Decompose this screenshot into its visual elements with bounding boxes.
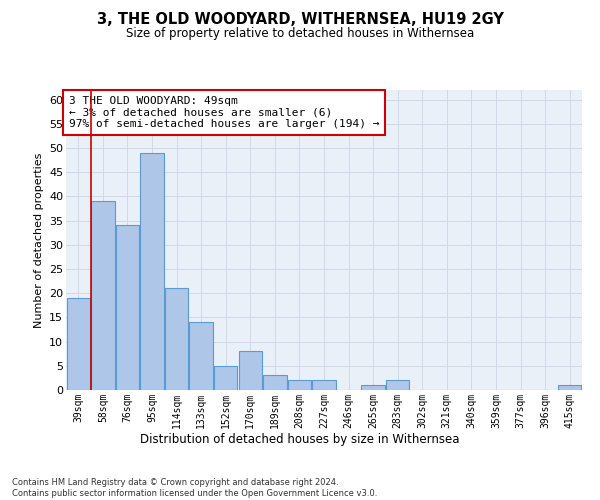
Text: 3 THE OLD WOODYARD: 49sqm
← 3% of detached houses are smaller (6)
97% of semi-de: 3 THE OLD WOODYARD: 49sqm ← 3% of detach… (68, 96, 379, 129)
Bar (263, 376, 287, 390)
Text: Size of property relative to detached houses in Withernsea: Size of property relative to detached ho… (126, 28, 474, 40)
Y-axis label: Number of detached properties: Number of detached properties (34, 152, 44, 328)
Text: 3, THE OLD WOODYARD, WITHERNSEA, HU19 2GY: 3, THE OLD WOODYARD, WITHERNSEA, HU19 2G… (97, 12, 503, 28)
Bar (165, 288, 188, 390)
Bar (140, 153, 164, 390)
Text: Distribution of detached houses by size in Withernsea: Distribution of detached houses by size … (140, 432, 460, 446)
Bar (386, 380, 409, 390)
Bar (67, 298, 90, 390)
Bar (214, 366, 238, 390)
Bar (91, 202, 115, 390)
Bar (313, 380, 335, 390)
Bar (361, 385, 385, 390)
Bar (116, 226, 139, 390)
Bar (190, 322, 213, 390)
Bar (558, 385, 581, 390)
Bar (288, 380, 311, 390)
Bar (239, 352, 262, 390)
Text: Contains HM Land Registry data © Crown copyright and database right 2024.
Contai: Contains HM Land Registry data © Crown c… (12, 478, 377, 498)
